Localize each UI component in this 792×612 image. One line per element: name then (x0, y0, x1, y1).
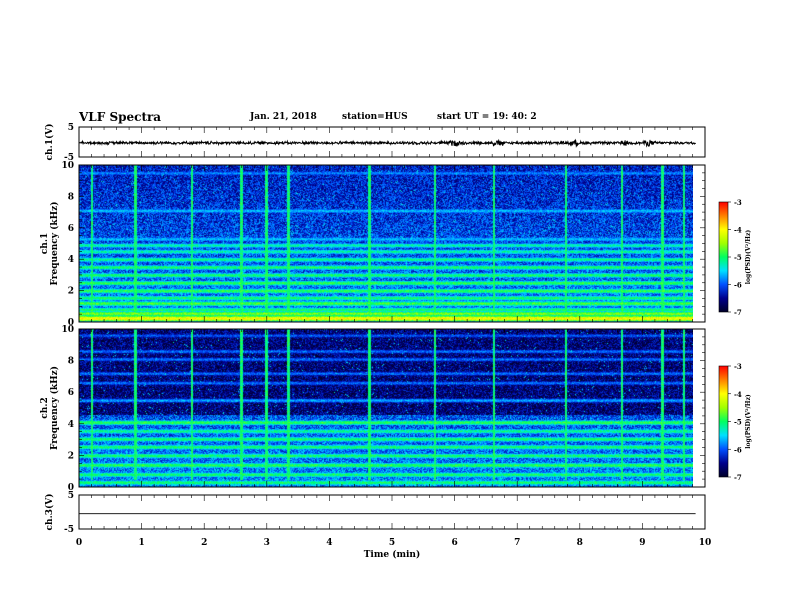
x-tick-label: 1 (138, 538, 144, 548)
y-tick-label: 8 (68, 357, 74, 367)
x-tick-label: 5 (389, 538, 395, 548)
colorbar-tick-label: -7 (734, 473, 742, 482)
x-tick-label: 4 (326, 538, 332, 548)
colorbar-tick-label: -6 (734, 281, 742, 290)
y-axis-label: Frequency (kHz) (49, 201, 60, 285)
spectrogram-image (79, 329, 693, 487)
y-axis-label: ch.1(V) (44, 124, 55, 161)
y-axis-label: ch.3(V) (44, 494, 55, 531)
y-tick-label: 8 (68, 192, 74, 202)
y-axis-label: Frequency (kHz) (49, 366, 60, 450)
x-tick-label: 3 (264, 538, 270, 548)
colorbar (718, 201, 729, 313)
chart-title: VLF Spectra (79, 110, 162, 124)
start-time-label: start UT = 19: 40: 2 (437, 112, 537, 122)
y-tick-label: 2 (68, 451, 74, 461)
spectrogram-image (79, 165, 693, 322)
colorbar-tick-label: -4 (734, 226, 742, 235)
y-tick-label: 6 (68, 388, 74, 398)
y-tick-label: 0 (68, 483, 74, 493)
colorbar-tick-label: -7 (734, 308, 742, 317)
y-tick-label: 4 (68, 420, 74, 430)
colorbar-tick-label: -5 (734, 253, 742, 262)
colorbar-tick-label: -4 (734, 390, 742, 399)
y-axis-label: ch.2 (40, 397, 50, 418)
y-tick-label: -5 (64, 153, 74, 163)
colorbar-tick-label: -3 (734, 198, 742, 207)
y-tick-label: -5 (64, 525, 74, 535)
date-label: Jan. 21, 2018 (250, 112, 317, 122)
y-tick-label: 0 (68, 318, 74, 328)
x-tick-label: 6 (451, 538, 457, 548)
x-tick-label: 10 (699, 538, 712, 548)
y-axis-label: ch.1 (40, 233, 50, 254)
station-label: station=HUS (342, 112, 408, 122)
waveform-line (78, 138, 697, 148)
y-tick-label: 2 (68, 287, 74, 297)
colorbar-label: log(PSD)(V²/Hz) (745, 230, 752, 285)
x-tick-label: 0 (76, 538, 82, 548)
colorbar-tick-label: -5 (734, 418, 742, 427)
x-tick-label: 9 (639, 538, 645, 548)
y-tick-label: 6 (68, 224, 74, 234)
y-tick-label: 4 (68, 255, 74, 265)
y-tick-label: 5 (68, 123, 74, 133)
colorbar-tick-label: -3 (734, 362, 742, 371)
x-tick-label: 8 (577, 538, 583, 548)
colorbar-label: log(PSD)(V²/Hz) (745, 394, 752, 449)
y-tick-label: 5 (68, 491, 74, 501)
colorbar (718, 365, 729, 478)
x-tick-label: 7 (514, 538, 520, 548)
y-tick-label: 10 (61, 161, 74, 171)
y-tick-label: 10 (61, 325, 74, 335)
colorbar-tick-label: -6 (734, 445, 742, 454)
x-tick-label: 2 (201, 538, 207, 548)
x-axis-label: Time (min) (364, 549, 421, 560)
